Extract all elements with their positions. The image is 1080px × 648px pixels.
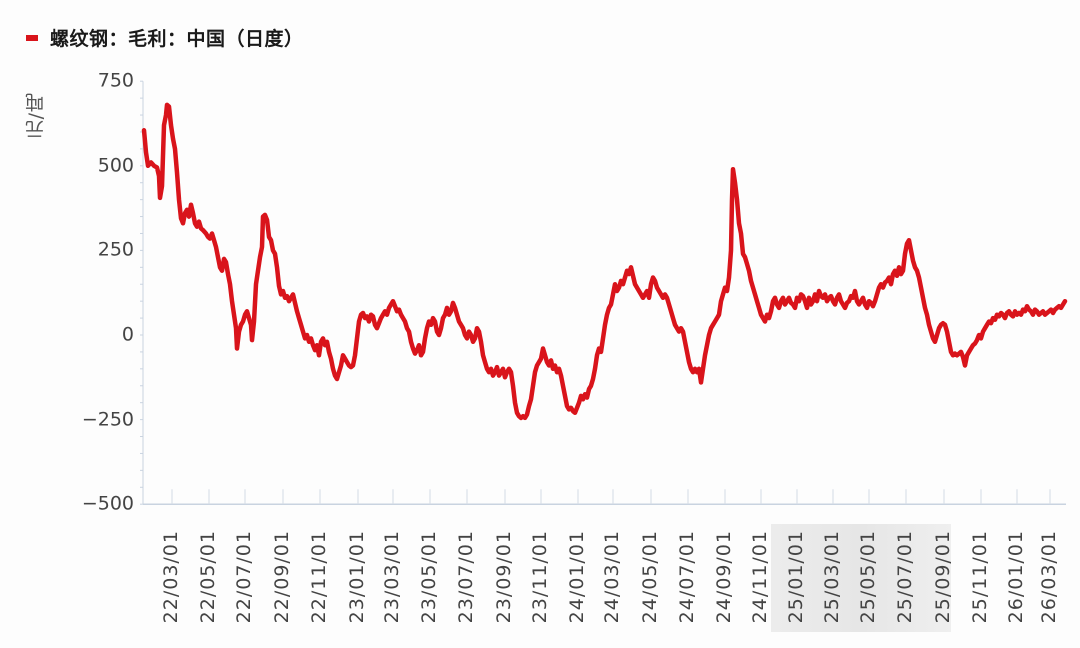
- legend-swatch: [26, 34, 38, 41]
- y-tick-label: 750: [97, 69, 134, 92]
- series-line-rebar-gross-margin: [141, 102, 1068, 421]
- y-tick-label: 250: [97, 238, 134, 261]
- y-tick-label: 0: [121, 323, 134, 346]
- x-axis-highlight-band: [771, 524, 951, 632]
- y-tick-label: −250: [81, 408, 134, 431]
- legend: 螺纹钢：毛利：中国（日度）: [26, 24, 304, 51]
- axis-lines: [140, 80, 1066, 505]
- y-tick-label: −500: [81, 492, 134, 515]
- legend-label: 螺纹钢：毛利：中国（日度）: [50, 28, 304, 50]
- y-tick-label: 500: [97, 154, 134, 177]
